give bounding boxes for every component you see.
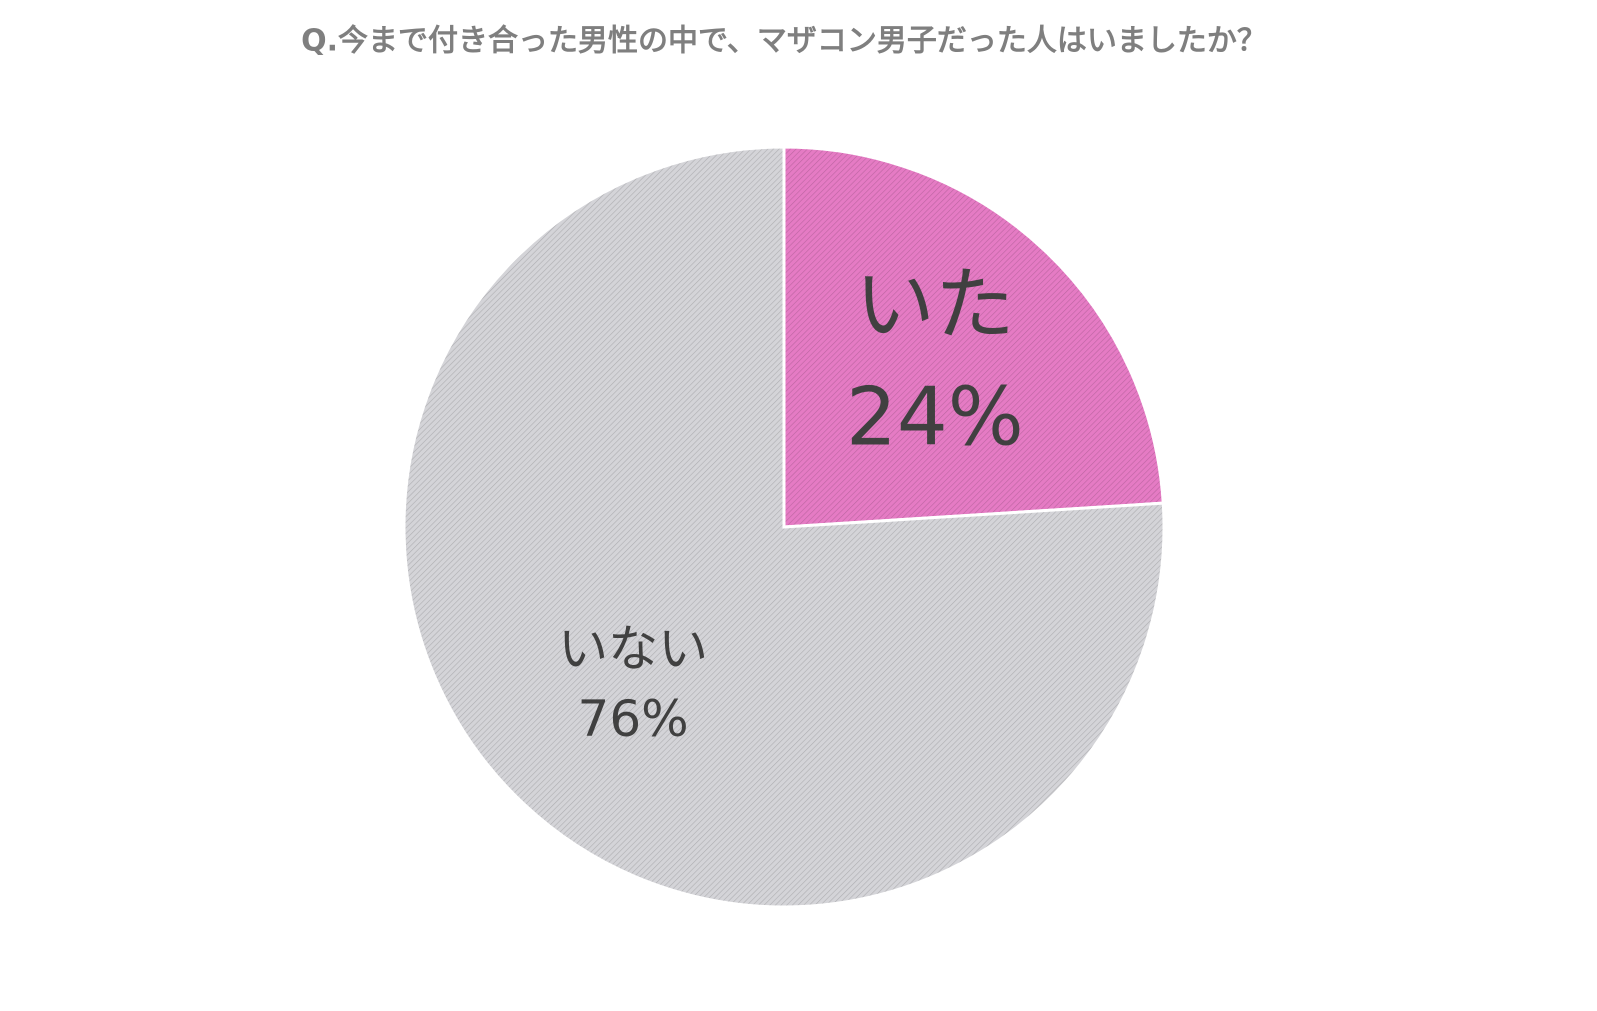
chart-title: Q.今まで付き合った男性の中で、マザコン男子だった人はいましたか？ [301, 24, 1267, 59]
value-label: 24% [846, 370, 1024, 463]
pie-slice [782, 145, 1165, 529]
value-label: 76% [578, 690, 689, 748]
pie-slice [402, 145, 1166, 909]
category-label: いない [558, 620, 708, 678]
category-label: いた [855, 258, 1015, 351]
